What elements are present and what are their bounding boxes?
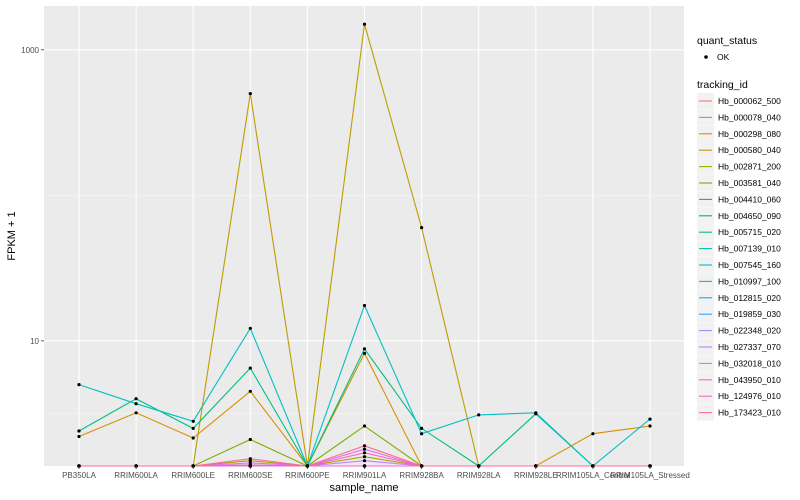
data-point (362, 444, 367, 448)
data-point (248, 457, 252, 461)
legend-label: Hb_005715_020 (718, 227, 781, 237)
legend-label: Hb_007139_010 (718, 244, 781, 254)
x-tick-label: RRIM600LE (171, 471, 215, 480)
legend-label: Hb_000580_040 (718, 145, 781, 155)
data-point (362, 447, 367, 451)
legend-label: Hb_004410_060 (718, 194, 781, 204)
x-tick-label: RRIM105LA_Stressed (610, 471, 690, 480)
data-point (191, 419, 195, 423)
data-point (77, 429, 81, 433)
shape-legend-label: OK (717, 52, 730, 62)
data-point (248, 461, 252, 465)
legend-label: Hb_043950_010 (718, 375, 781, 385)
data-point (77, 383, 81, 387)
y-tick-label: 1000 (21, 46, 39, 55)
legend-label: Hb_032018_010 (718, 358, 781, 368)
data-point (248, 366, 252, 370)
shape-legend-key (704, 55, 708, 59)
legend-label: Hb_003581_040 (718, 178, 781, 188)
data-point (362, 459, 367, 463)
shape-legend-title: quant_status (697, 35, 757, 47)
x-tick-label: RRIM600SE (228, 471, 272, 480)
data-point (248, 92, 252, 96)
legend-label: Hb_019859_030 (718, 309, 781, 319)
color-legend-items: Hb_000062_500 Hb_000078_040 Hb_000298_080 H… (697, 93, 781, 421)
data-point (591, 432, 595, 436)
legend-label: Hb_022348_020 (718, 326, 781, 336)
data-point (362, 424, 367, 428)
data-point (134, 402, 138, 406)
x-tick-label: RRIM600LA (114, 471, 158, 480)
legend-label: Hb_007545_160 (718, 260, 781, 270)
data-point (248, 326, 252, 330)
legend-label: Hb_000298_080 (718, 129, 781, 139)
y-axis-title: FPKM + 1 (6, 211, 18, 260)
legend: quant_status OK tracking_id Hb_000062_50… (697, 35, 781, 421)
data-point (420, 432, 424, 436)
legend-label: Hb_173423_010 (718, 408, 781, 418)
legend-label: Hb_124976_010 (718, 391, 781, 401)
legend-label: Hb_010997_100 (718, 276, 781, 286)
x-axis: PB350LA RRIM600LA RRIM600LE RRIM600SE RRIM60… (62, 466, 690, 480)
shape-legend-items: OK (704, 52, 730, 62)
data-point (362, 22, 367, 26)
legend-label: Hb_000062_500 (718, 96, 781, 106)
x-tick-label: RRIM928LA (457, 471, 501, 480)
legend-label: Hb_004650_090 (718, 211, 781, 221)
legend-label: Hb_002871_200 (718, 162, 781, 172)
data-point (362, 303, 367, 308)
x-tick-label: RRIM928LE (514, 471, 558, 480)
data-point (77, 434, 81, 439)
x-tick-label: RRIM600PE (285, 471, 329, 480)
data-point (134, 411, 138, 415)
legend-label: Hb_000078_040 (718, 112, 781, 122)
legend-label: Hb_012815_020 (718, 293, 781, 303)
y-tick-label: 10 (30, 337, 39, 346)
color-legend-title: tracking_id (697, 79, 748, 91)
data-point (362, 451, 367, 455)
data-point (648, 417, 652, 421)
x-tick-label: RRIM901LA (343, 471, 387, 480)
data-point (420, 226, 424, 230)
data-point (362, 455, 367, 459)
data-point (534, 411, 538, 415)
data-point (248, 389, 252, 393)
data-point (191, 436, 195, 440)
y-axis: 10 1000 (21, 46, 44, 346)
data-point (248, 437, 252, 442)
data-point (362, 351, 367, 355)
x-axis-title: sample_name (329, 482, 398, 494)
grid-lines (44, 6, 684, 466)
data-point (648, 424, 652, 428)
data-point (191, 426, 195, 430)
data-point (420, 426, 424, 430)
data-point (477, 413, 481, 417)
x-tick-label: RRIM105LA_Control (556, 471, 630, 480)
x-tick-label: RRIM928BA (399, 471, 444, 480)
data-point (362, 347, 367, 351)
data-point (248, 463, 252, 467)
legend-label: Hb_027337_070 (718, 342, 781, 352)
x-tick-label: PB350LA (62, 471, 96, 480)
data-point (134, 397, 138, 401)
